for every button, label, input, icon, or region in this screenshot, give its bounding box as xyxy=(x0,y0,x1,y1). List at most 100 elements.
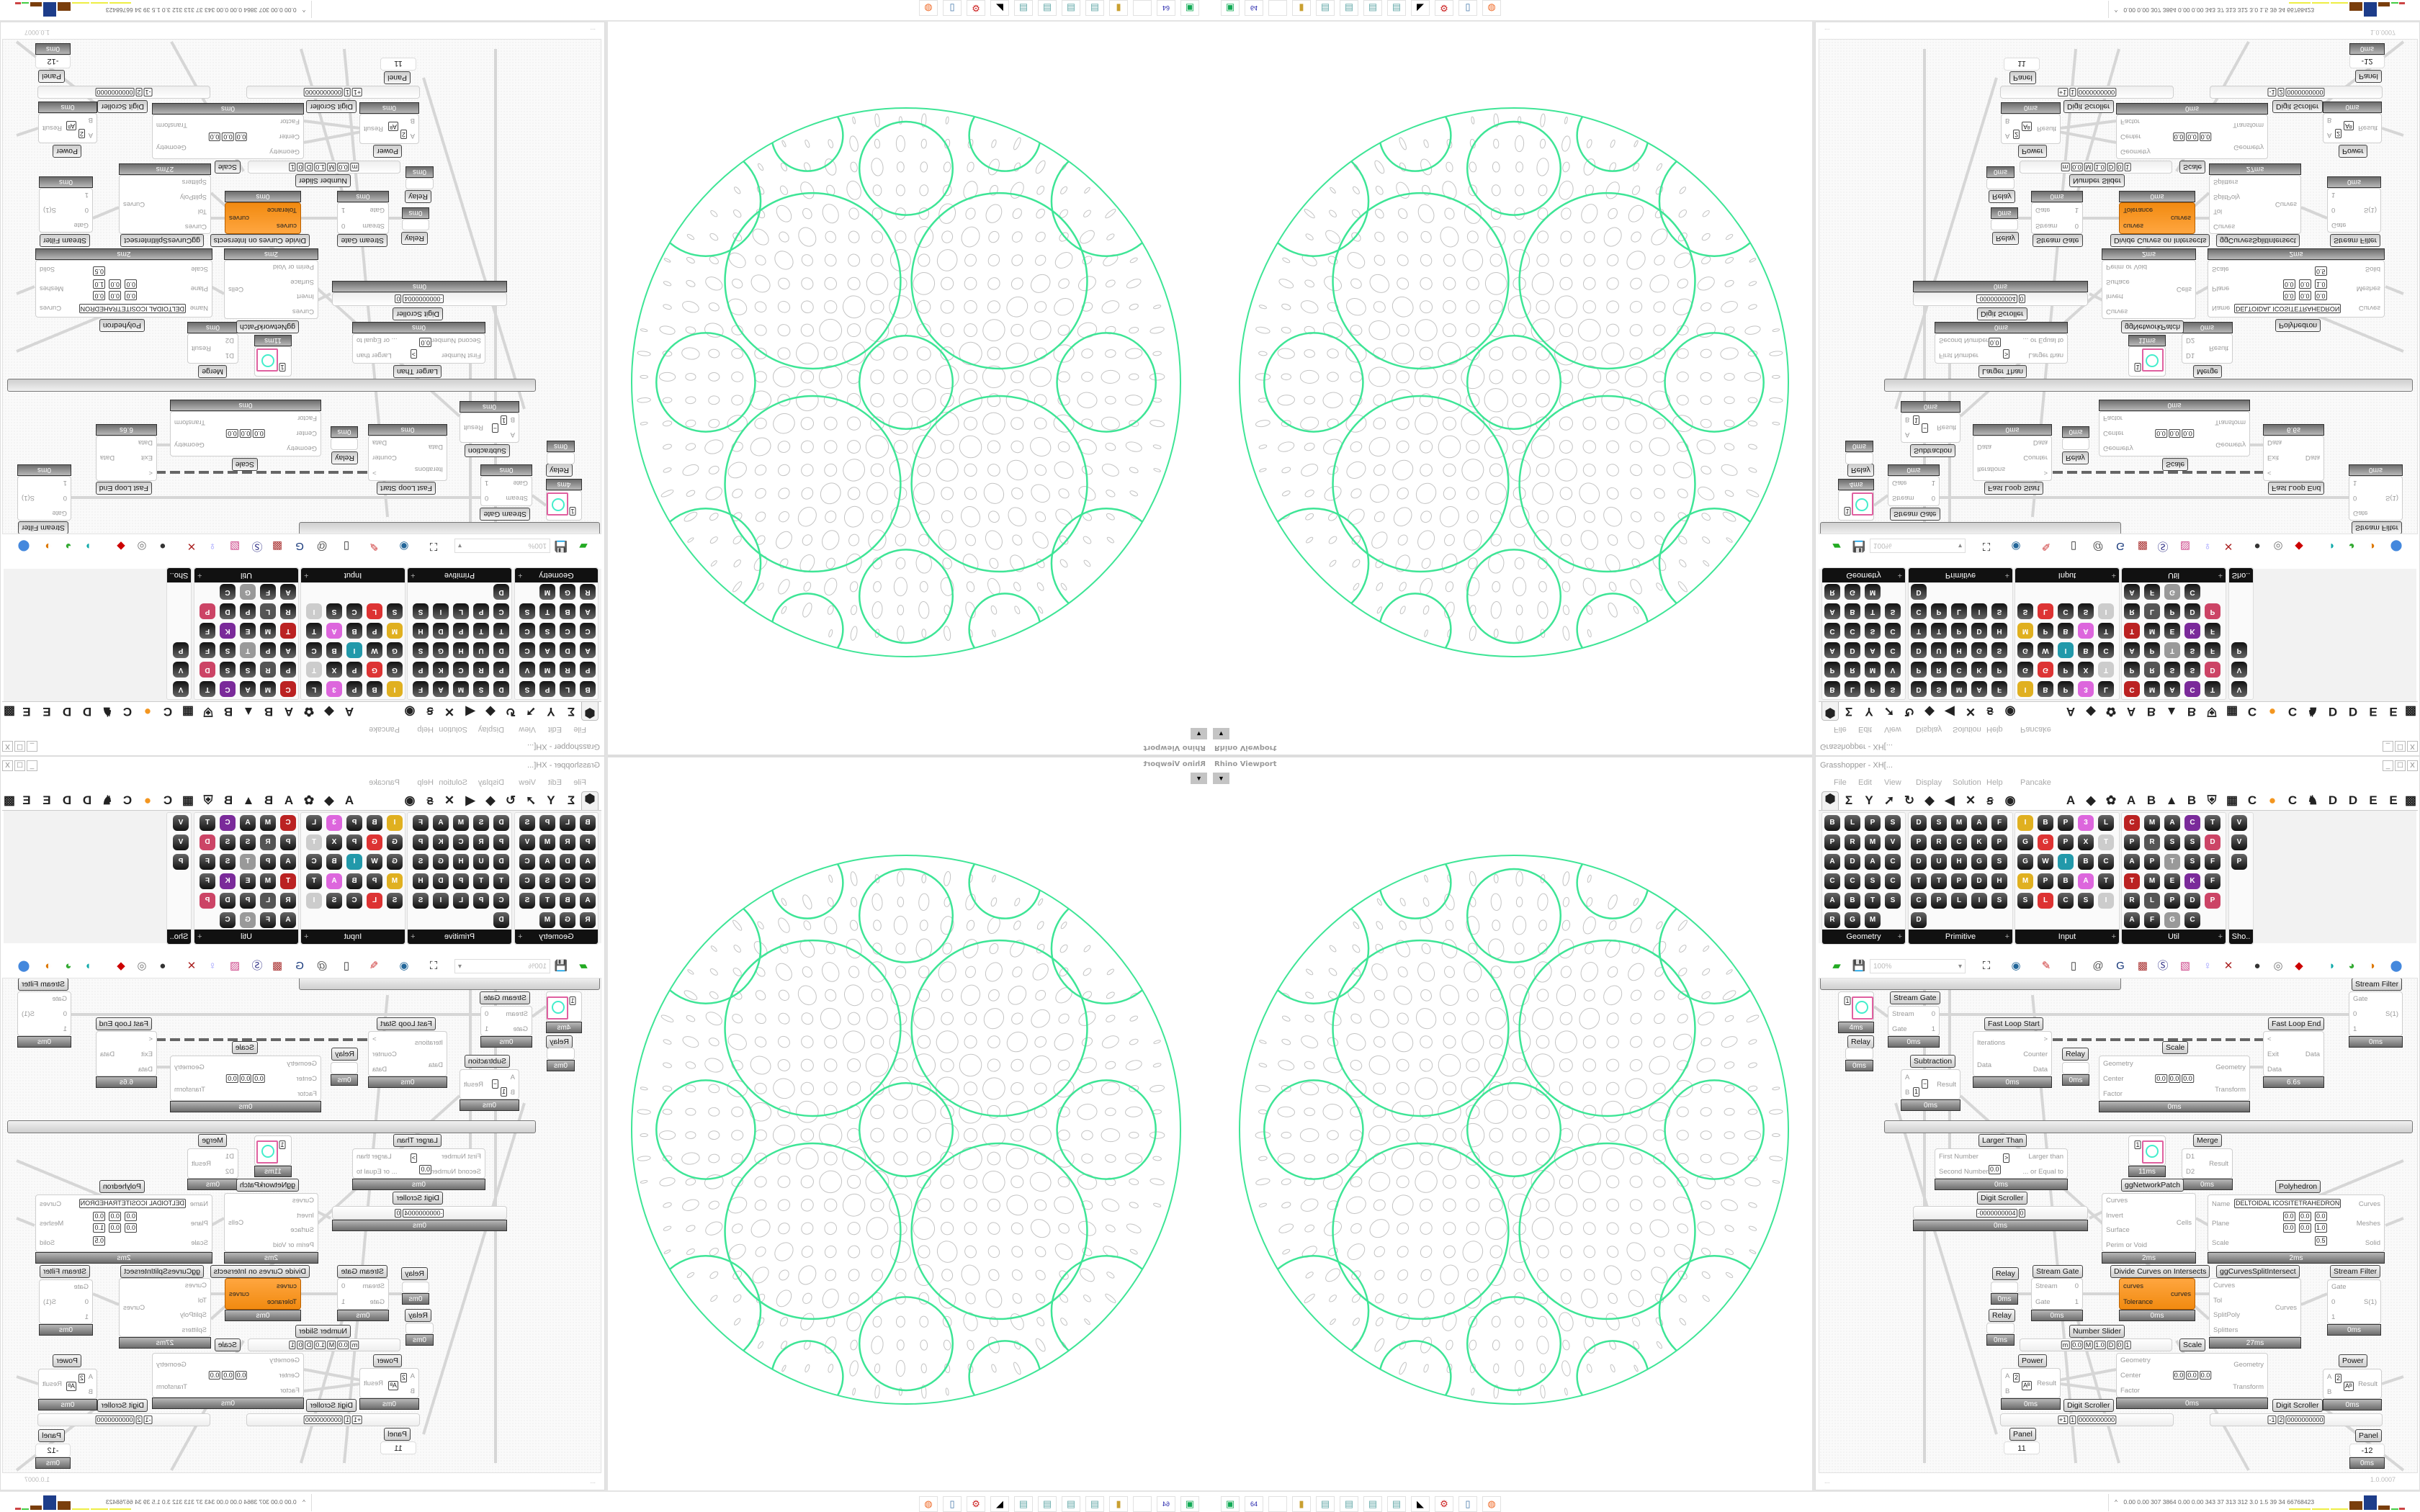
scale-component[interactable]: Geometry Center Factor Geometry Transform 0.0… xyxy=(170,411,321,456)
param-value[interactable]: 0.0 xyxy=(2186,1371,2198,1380)
param-value[interactable]: 1.0 xyxy=(2315,1223,2327,1233)
taskbar-app-floppy-icon[interactable]: 64 xyxy=(1157,0,1175,16)
preview-component[interactable]: 1 xyxy=(1838,490,1874,521)
digit-scroller-component[interactable]: +1 1 0000000000 xyxy=(2000,1413,2174,1426)
drop-icon[interactable]: D xyxy=(1911,815,1927,831)
output-param[interactable]: S(1) xyxy=(22,494,35,502)
cherry-icon[interactable]: C xyxy=(280,815,296,831)
output-param[interactable]: Meshes xyxy=(2356,1220,2380,1228)
menu-item-pancake[interactable]: Pancake xyxy=(2020,725,2051,734)
panel-component[interactable]: 11 xyxy=(380,58,416,71)
vector-icon[interactable]: V xyxy=(519,834,535,850)
ribbon-panel-title[interactable]: Geometry + xyxy=(515,568,598,582)
tab-1[interactable]: Σ xyxy=(567,793,575,807)
param-value[interactable]: 0.0 xyxy=(2299,1223,2311,1233)
panel-label[interactable]: Panel xyxy=(38,70,65,83)
output-param[interactable]: Transform xyxy=(174,418,205,426)
input-param[interactable]: Splitters xyxy=(182,1326,207,1334)
surface-icon[interactable]: S xyxy=(1865,873,1881,889)
tab-4[interactable]: ↻ xyxy=(1904,705,1915,719)
menu-item-edit[interactable]: Edit xyxy=(548,778,562,787)
tab-9[interactable]: ◉ xyxy=(404,705,416,719)
gha-icon[interactable]: G xyxy=(2116,540,2125,552)
tab-24[interactable]: D xyxy=(62,793,72,807)
close-icon[interactable]: C xyxy=(2184,912,2200,928)
param-value[interactable]: 0.0 xyxy=(109,291,121,300)
number-slider-label[interactable]: Number Slider xyxy=(2069,1325,2125,1338)
img-icon[interactable]: I xyxy=(346,642,362,658)
digit-scroller-label[interactable]: Digit Scroller xyxy=(2063,1399,2114,1412)
pen-icon[interactable]: P xyxy=(1951,873,1967,889)
magnet-icon[interactable]: M xyxy=(2144,681,2160,697)
tab-6[interactable]: ◀ xyxy=(465,705,475,719)
taskbar-app-folder-icon[interactable]: ▮ xyxy=(1109,0,1128,16)
angle-icon[interactable]: A xyxy=(433,815,449,831)
scale-label[interactable]: Scale xyxy=(231,458,258,471)
polyhedron-component[interactable]: Name Plane Scale Curves Meshes Solid DELTOIDAL… xyxy=(2208,1194,2385,1252)
input-param[interactable]: Exit xyxy=(2267,454,2279,462)
param-value[interactable]: 0.0 xyxy=(2315,1212,2327,1221)
param-value[interactable]: +1 xyxy=(351,1416,363,1424)
tab-2[interactable]: Y xyxy=(547,793,555,807)
point-icon[interactable]: P xyxy=(580,834,596,850)
menu-item-view[interactable]: View xyxy=(1884,778,1901,787)
param-value[interactable]: D xyxy=(305,1341,313,1349)
menu-item-help[interactable]: Help xyxy=(1986,778,2003,787)
sphere-icon[interactable]: S xyxy=(413,603,429,619)
input-param[interactable]: Geometry xyxy=(269,147,300,156)
checker-icon[interactable]: C xyxy=(2098,642,2114,658)
arrow-icon[interactable]: A xyxy=(2164,815,2180,831)
input-param[interactable]: Gate xyxy=(1892,1025,1907,1033)
rectangle-icon[interactable]: R xyxy=(560,662,575,678)
input-param[interactable]: SplitPoly xyxy=(180,192,207,201)
tab-16[interactable]: B xyxy=(223,705,233,719)
stream-filter-label[interactable]: Stream Filter xyxy=(2352,978,2403,991)
panel-label[interactable]: Panel xyxy=(2009,1428,2036,1441)
vr-headset-icon[interactable]: V xyxy=(2231,834,2247,850)
input-param[interactable]: 1 xyxy=(2331,1313,2336,1321)
param-value[interactable]: 1 xyxy=(344,88,351,96)
tab-6[interactable]: ◀ xyxy=(465,793,475,807)
relay-component[interactable] xyxy=(1991,1282,2018,1293)
input-param[interactable]: 0 xyxy=(2353,1010,2357,1018)
domain-icon[interactable]: D xyxy=(1911,854,1927,870)
input-param[interactable]: Scale xyxy=(2212,1238,2229,1247)
power-label[interactable]: Power xyxy=(373,145,402,158)
param-value[interactable]: 0.0 xyxy=(125,1212,137,1221)
magnet-icon[interactable]: M xyxy=(539,584,555,600)
panel-component[interactable]: 11 xyxy=(380,1441,416,1454)
stream-gate-component[interactable]: Stream Gate 0 1 xyxy=(1888,1006,1940,1036)
output-param[interactable]: S(1) xyxy=(2364,206,2377,214)
param-value[interactable]: +1 xyxy=(2057,88,2069,96)
menu-item-file[interactable]: File xyxy=(1834,725,1847,734)
taskbar-app-inkscape-icon[interactable]: ◣ xyxy=(1411,0,1430,16)
forward-icon[interactable]: F xyxy=(2144,584,2160,600)
tab-23[interactable]: D xyxy=(82,705,92,719)
panel-component[interactable]: -12 xyxy=(35,55,71,68)
polygon-icon[interactable]: P xyxy=(1911,834,1927,850)
button-icon[interactable]: B xyxy=(2038,815,2053,831)
mapper-icon[interactable]: M xyxy=(387,623,403,639)
abc-icon[interactable]: A xyxy=(539,642,555,658)
larger-than-component[interactable]: First Number Second Number Larger than... … xyxy=(1935,333,2068,364)
tab-22[interactable]: ♞ xyxy=(2307,705,2318,719)
search-s-icon[interactable]: Ⓢ xyxy=(2157,960,2169,972)
output-param[interactable]: 1 xyxy=(341,206,346,214)
relay-label[interactable]: Relay xyxy=(1847,464,1874,477)
param-value[interactable]: 2 xyxy=(2277,1416,2285,1424)
input-param[interactable]: 1 xyxy=(84,191,89,199)
gauge-icon[interactable]: G xyxy=(2164,912,2180,928)
play-icon[interactable]: P xyxy=(280,834,296,850)
stream-gate-component[interactable]: Stream Gate 0 1 xyxy=(337,202,389,234)
input-param[interactable]: 0 xyxy=(63,1010,67,1018)
aug-20-icon[interactable]: A xyxy=(326,623,342,639)
input-param[interactable]: SplitPoly xyxy=(2213,192,2240,201)
matrix-icon[interactable]: M xyxy=(453,815,469,831)
input-param[interactable]: D1 xyxy=(2186,351,2195,360)
input-param[interactable]: 0 xyxy=(2353,494,2357,502)
arc-icon[interactable]: A xyxy=(1824,603,1840,619)
sphere-icon[interactable]: ● xyxy=(2254,960,2261,972)
param-value[interactable]: 1.0 xyxy=(93,279,105,289)
cluster-icon[interactable]: ▯ xyxy=(343,540,350,552)
stream-gate-component[interactable]: Stream Gate 0 1 xyxy=(1888,476,1940,506)
